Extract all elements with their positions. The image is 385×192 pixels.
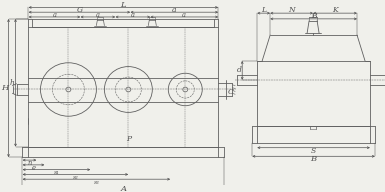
Text: a: a xyxy=(172,6,177,14)
Text: a: a xyxy=(96,11,100,19)
Text: C: C xyxy=(227,88,233,96)
Text: A: A xyxy=(121,185,126,192)
Text: B: B xyxy=(311,155,316,163)
Text: a: a xyxy=(182,11,186,19)
Text: K: K xyxy=(332,6,338,14)
Text: N: N xyxy=(288,6,295,14)
Text: n: n xyxy=(27,159,32,167)
Text: s₃: s₃ xyxy=(94,180,99,185)
Text: H: H xyxy=(1,84,8,92)
Text: a: a xyxy=(52,11,57,19)
Text: d: d xyxy=(237,66,242,74)
Text: s₂: s₂ xyxy=(72,175,78,180)
Text: a: a xyxy=(131,11,135,19)
Text: L: L xyxy=(261,6,266,14)
Text: s₁: s₁ xyxy=(54,170,59,175)
Text: h: h xyxy=(10,79,15,87)
Text: S: S xyxy=(311,146,316,155)
Text: L: L xyxy=(121,1,126,9)
Text: P: P xyxy=(126,135,131,143)
Text: B: B xyxy=(311,12,316,20)
Text: e: e xyxy=(32,164,35,172)
Text: G: G xyxy=(76,6,82,14)
